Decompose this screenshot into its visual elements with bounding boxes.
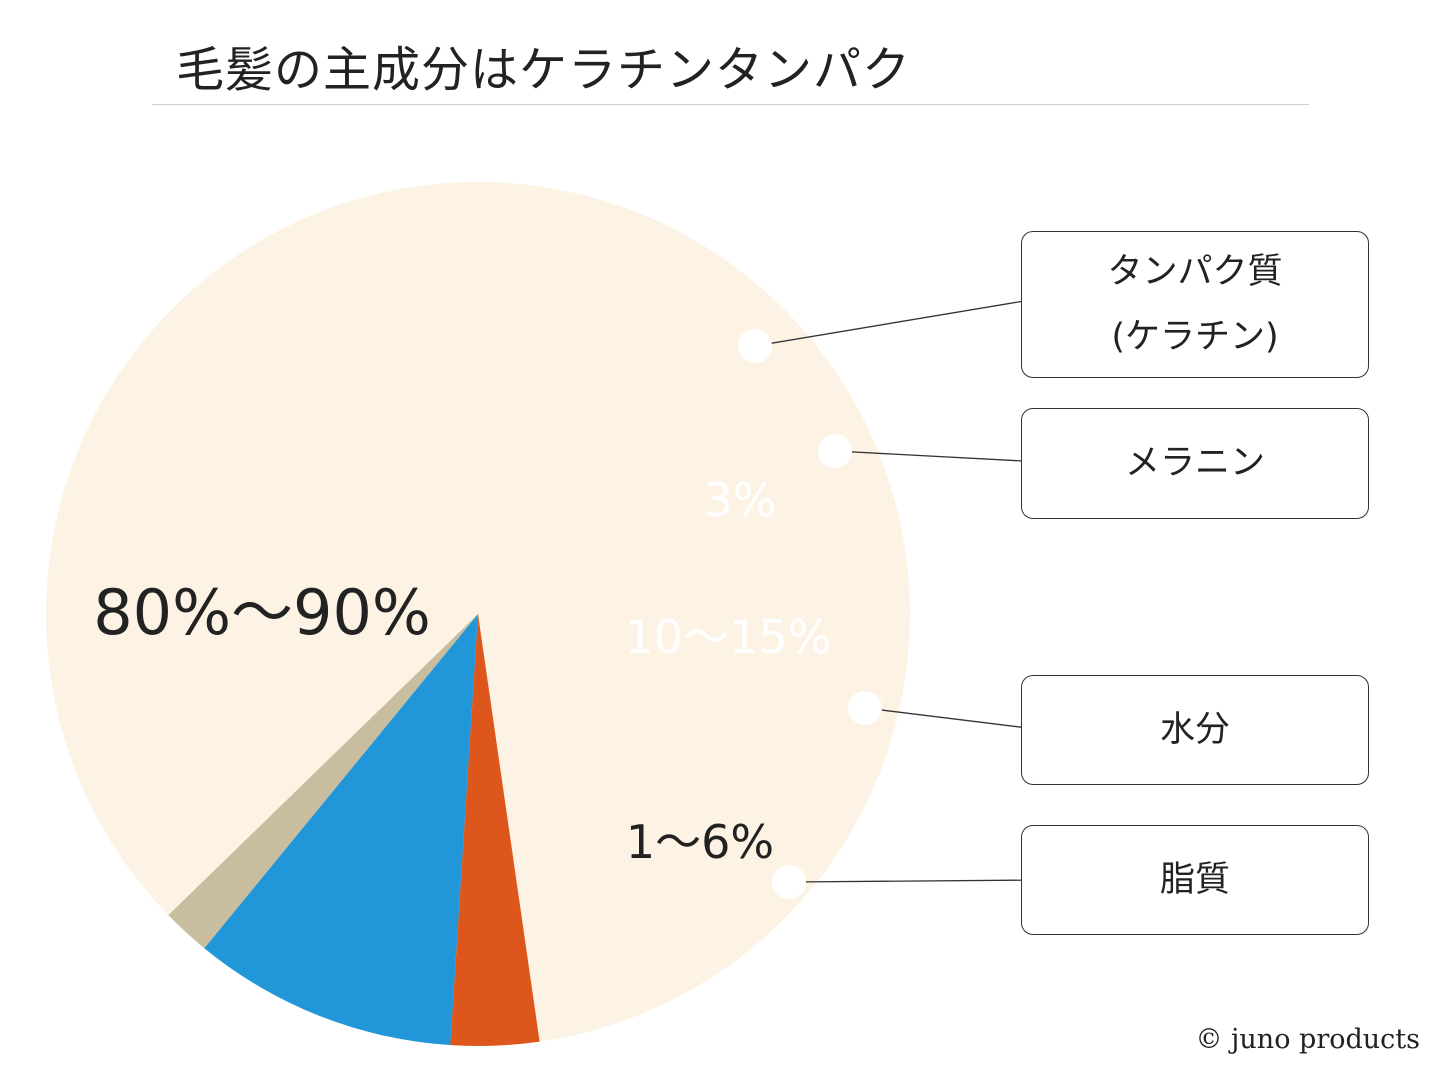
legend-item-lipid: 脂質 <box>1021 825 1369 935</box>
connector-line-protein <box>754 294 1061 347</box>
legend-label-line: 水分 <box>1159 709 1230 750</box>
legend-item-water: 水分 <box>1021 675 1369 785</box>
connector-line-lipid <box>788 879 1045 883</box>
slice-markers <box>738 329 882 899</box>
connector-line-water <box>864 707 1045 731</box>
page-title: 毛髪の主成分はケラチンタンパク <box>176 42 912 98</box>
slice-marker-protein <box>738 329 772 363</box>
slice-marker-lipid <box>772 865 806 899</box>
pie-slice-water <box>204 614 478 1046</box>
legend-label-line: メラニン <box>1124 443 1265 484</box>
legend-label-line: (ケラチン) <box>1111 316 1279 357</box>
pie-slice-lipid <box>168 614 478 949</box>
legend-label-line: タンパク質 <box>1107 251 1283 292</box>
legend-label-line: 脂質 <box>1159 859 1230 900</box>
legend-item-protein: タンパク質 (ケラチン) <box>1021 231 1369 378</box>
pie-slice-melanin <box>450 614 540 1046</box>
slice-labels: 80%〜90% 3% 10〜15% 1〜6% <box>93 473 831 869</box>
slice-value-label-protein: 80%〜90% <box>93 576 431 649</box>
legend-item-melanin: メラニン <box>1021 408 1369 519</box>
slice-value-label-water: 10〜15% <box>625 610 832 664</box>
copyright-notice: © juno products <box>1195 1024 1420 1055</box>
slice-marker-water <box>848 691 882 725</box>
slice-value-label-melanin: 3% <box>704 473 777 527</box>
pie-slice-protein <box>46 182 911 1042</box>
title-divider <box>152 104 1309 105</box>
slice-marker-melanin <box>818 434 852 468</box>
pie-slices <box>46 182 911 1046</box>
slice-value-label-lipid: 1〜6% <box>626 815 774 869</box>
